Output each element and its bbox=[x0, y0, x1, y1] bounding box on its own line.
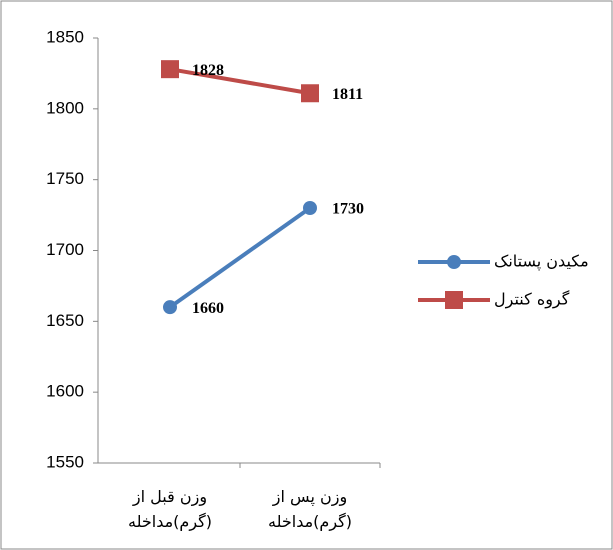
x-tick-label: وزن قبل از (گرم)مداخله bbox=[127, 487, 212, 531]
marker bbox=[301, 84, 319, 103]
y-tick-label: 1650 bbox=[46, 311, 84, 330]
y-tick-label: 1600 bbox=[46, 382, 84, 401]
data-label: 1660 bbox=[192, 300, 224, 317]
data-label: 1730 bbox=[332, 201, 364, 218]
marker bbox=[161, 60, 179, 79]
y-tick-label: 1700 bbox=[46, 240, 84, 259]
marker bbox=[445, 291, 463, 309]
data-label: 1828 bbox=[192, 62, 224, 79]
y-tick-label: 1750 bbox=[46, 169, 84, 188]
marker bbox=[447, 255, 461, 269]
series-line bbox=[169, 67, 311, 96]
y-tick-label: 1550 bbox=[46, 452, 84, 471]
marker bbox=[303, 201, 317, 215]
legend-label: گروه کنترل bbox=[494, 290, 570, 310]
y-tick-label: 1800 bbox=[46, 98, 84, 117]
series-line bbox=[168, 206, 312, 309]
x-tick-label: وزن پس از (گرم)مداخله bbox=[267, 487, 352, 531]
data-label: 1811 bbox=[332, 86, 363, 103]
y-tick-label: 1850 bbox=[46, 27, 84, 46]
legend-label: مکیدن پستانک bbox=[494, 252, 589, 272]
marker bbox=[163, 300, 177, 315]
